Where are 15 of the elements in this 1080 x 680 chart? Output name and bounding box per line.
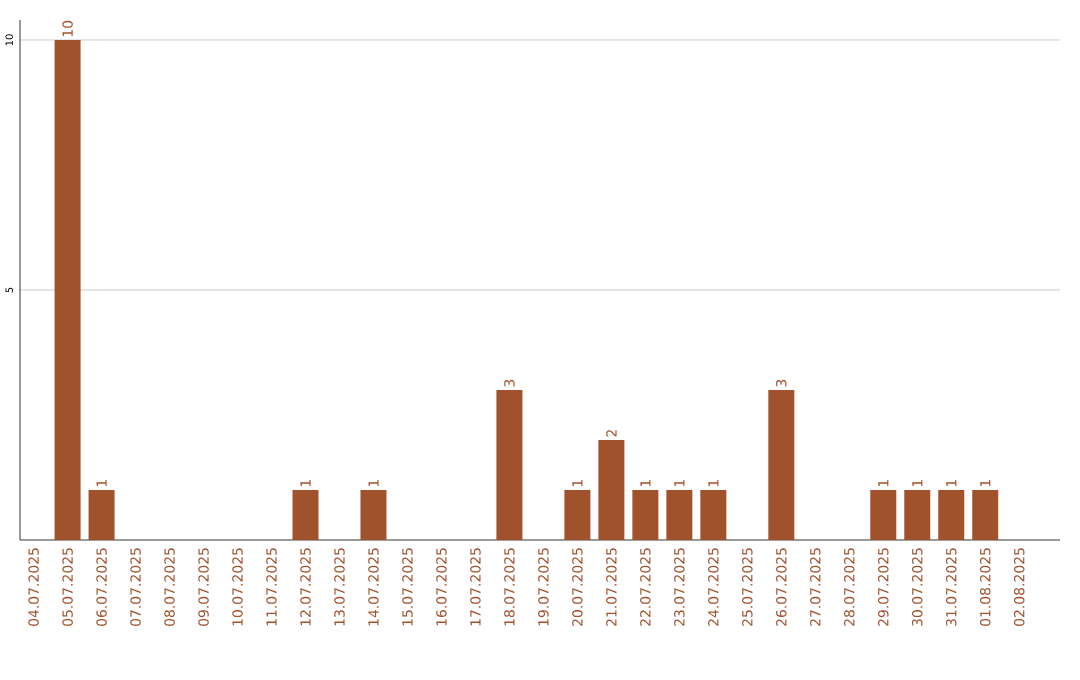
bar — [360, 490, 387, 540]
bar — [564, 490, 591, 540]
bar — [870, 490, 897, 540]
bar — [632, 490, 659, 540]
bar — [666, 490, 693, 540]
bar — [496, 390, 523, 540]
bar — [54, 39, 81, 540]
bar — [904, 490, 931, 540]
bar — [292, 490, 319, 540]
bar — [938, 490, 965, 540]
bar — [598, 440, 625, 540]
bar — [700, 490, 727, 540]
bar — [88, 490, 115, 540]
bar — [768, 390, 795, 540]
bar — [972, 490, 999, 540]
